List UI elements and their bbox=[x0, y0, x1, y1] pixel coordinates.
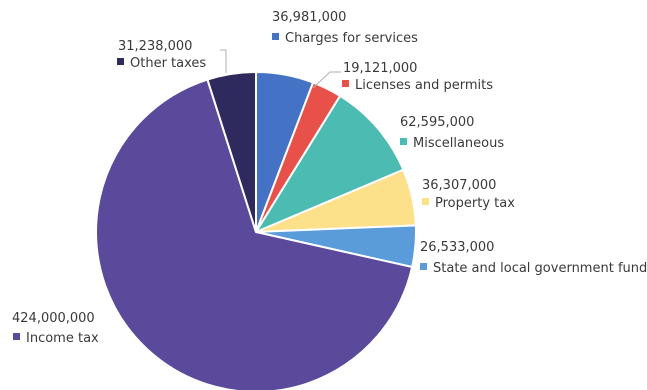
leader-line bbox=[220, 49, 227, 73]
legend-swatch-charges-for-services bbox=[272, 33, 279, 40]
value-label-state-and-local-government-funds: 26,533,000 bbox=[420, 240, 494, 255]
value-label-charges-for-services: 36,981,000 bbox=[272, 10, 346, 25]
category-label-income-tax: Income tax bbox=[26, 331, 99, 346]
category-label-state-and-local-government-funds: State and local government funds bbox=[433, 261, 647, 276]
leader-line bbox=[312, 71, 341, 89]
category-label-licenses-and-permits: Licenses and permits bbox=[355, 78, 493, 93]
pie-slices bbox=[95, 71, 417, 390]
legend-swatch-property-tax bbox=[422, 198, 429, 205]
pie-slice-income-tax bbox=[95, 78, 414, 390]
pie-slice-miscellaneous bbox=[255, 94, 405, 233]
value-label-property-tax: 36,307,000 bbox=[422, 178, 496, 193]
legend-swatch-miscellaneous bbox=[400, 138, 407, 145]
pie-slice-other-taxes bbox=[206, 71, 257, 233]
category-label-property-tax: Property tax bbox=[435, 196, 515, 211]
category-label-other-taxes: Other taxes bbox=[130, 56, 206, 71]
legend-swatch-other-taxes bbox=[117, 58, 124, 65]
category-label-miscellaneous: Miscellaneous bbox=[413, 136, 504, 151]
leader-lines bbox=[220, 49, 341, 89]
legend-swatch-licenses-and-permits bbox=[342, 80, 349, 87]
legend-swatch-income-tax bbox=[13, 333, 20, 340]
value-label-income-tax: 424,000,000 bbox=[12, 311, 95, 326]
category-label-charges-for-services: Charges for services bbox=[285, 31, 418, 46]
value-label-other-taxes: 31,238,000 bbox=[118, 39, 192, 54]
value-label-licenses-and-permits: 19,121,000 bbox=[343, 61, 417, 76]
value-label-miscellaneous: 62,595,000 bbox=[400, 115, 474, 130]
legend-swatch-state-and-local-government-funds bbox=[420, 263, 427, 270]
data-labels: 36,981,000 Charges for services 19,121,000… bbox=[12, 10, 647, 346]
